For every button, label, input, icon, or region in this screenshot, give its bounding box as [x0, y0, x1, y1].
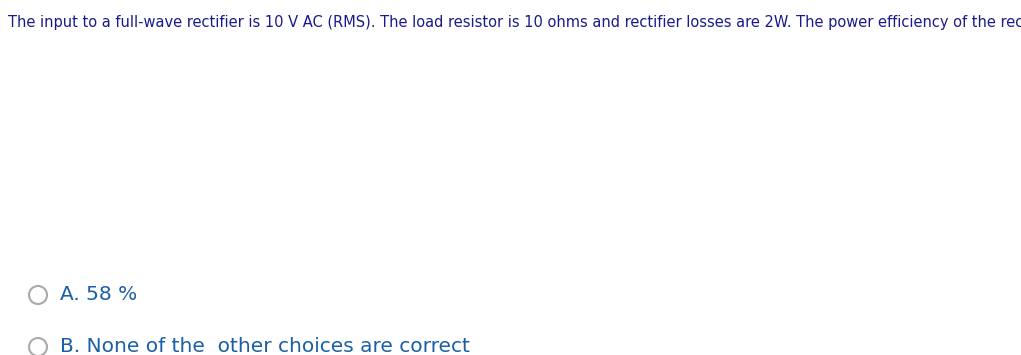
Text: The input to a full-wave rectifier is 10 V AC (RMS). The load resistor is 10 ohm: The input to a full-wave rectifier is 10…: [8, 15, 1021, 30]
Text: B. None of the  other choices are correct: B. None of the other choices are correct: [60, 338, 470, 355]
Text: A. 58 %: A. 58 %: [60, 285, 137, 305]
